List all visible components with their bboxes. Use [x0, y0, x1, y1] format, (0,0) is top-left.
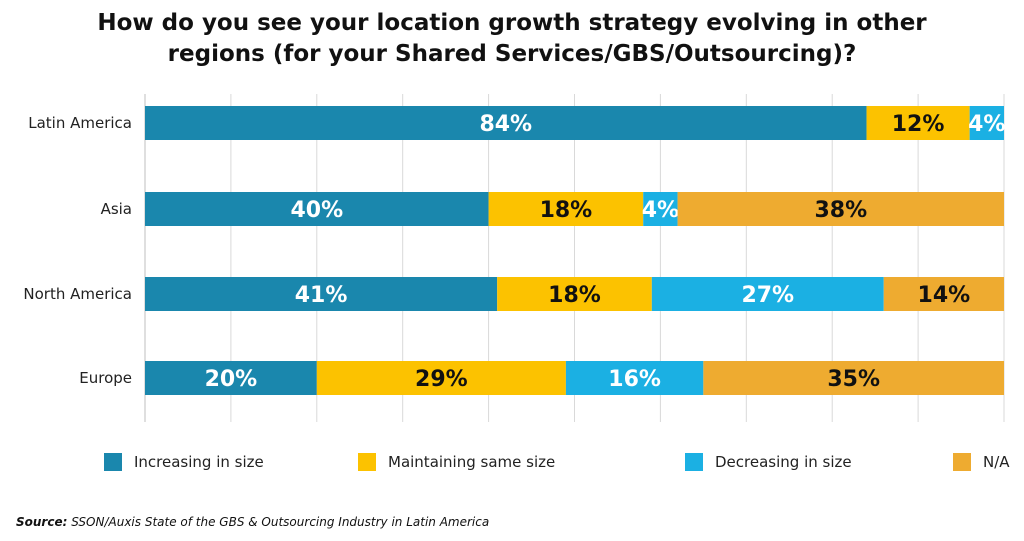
- bar-segment: [316, 361, 566, 395]
- bar-segment: [497, 277, 652, 311]
- chart-title-line-1: How do you see your location growth stra…: [97, 10, 927, 36]
- legend-item-increasing: Increasing in size: [104, 452, 264, 472]
- data-label: 12%: [892, 112, 945, 137]
- legend-label-decreasing: Decreasing in size: [715, 453, 852, 471]
- category-label: North America: [23, 285, 132, 303]
- legend-label-na: N/A: [983, 453, 1010, 471]
- bar-segment: [651, 277, 884, 311]
- data-label: 84%: [479, 112, 532, 137]
- category-label: Europe: [79, 369, 132, 387]
- legend-label-increasing: Increasing in size: [134, 453, 264, 471]
- legend-swatch-na: [953, 453, 971, 471]
- data-label: 40%: [290, 198, 343, 223]
- data-label: 38%: [814, 198, 867, 223]
- bar-segment: [488, 192, 644, 226]
- data-label: 16%: [608, 367, 661, 392]
- data-label: 14%: [918, 283, 971, 308]
- category-label: Latin America: [28, 114, 132, 132]
- bar-segment: [883, 277, 1004, 311]
- bar-segment: [866, 106, 970, 140]
- legend-item-decreasing: Decreasing in size: [685, 452, 852, 472]
- legend-swatch-increasing: [104, 453, 122, 471]
- stacked-bar-chart: Latin America 84% 12% 4% Asia 40% 18% 4% 38% Nort…: [23, 94, 1005, 422]
- bar-segment: [565, 361, 704, 395]
- data-label: 18%: [540, 198, 593, 223]
- data-label: 4%: [642, 198, 679, 223]
- legend-item-na: N/A: [953, 452, 1010, 472]
- bar-segment: [703, 361, 1004, 395]
- data-label: 27%: [741, 283, 794, 308]
- data-label: 18%: [548, 283, 601, 308]
- data-label: 20%: [205, 367, 258, 392]
- data-label: 29%: [415, 367, 468, 392]
- bar-segment: [643, 192, 678, 226]
- bar-segment: [145, 277, 498, 311]
- chart-title-line-2: regions (for your Shared Services/GBS/Ou…: [167, 41, 857, 67]
- legend-swatch-decreasing: [685, 453, 703, 471]
- legend-swatch-maintaining: [358, 453, 376, 471]
- source-text: SSON/Auxis State of the GBS & Outsourcin…: [71, 515, 490, 529]
- bar-segment: [969, 106, 1004, 140]
- source-prefix: Source:: [16, 515, 68, 529]
- data-label: 41%: [295, 283, 348, 308]
- data-label: 4%: [968, 112, 1005, 137]
- source-note: Source: SSON/Auxis State of the GBS & Ou…: [16, 515, 489, 529]
- bar-segment: [145, 361, 317, 395]
- bar-segment: [677, 192, 1004, 226]
- chart-title: How do you see your location growth stra…: [0, 8, 1024, 70]
- category-label: Asia: [101, 200, 132, 218]
- legend-label-maintaining: Maintaining same size: [388, 453, 556, 471]
- data-label: 35%: [827, 367, 880, 392]
- legend-item-maintaining: Maintaining same size: [358, 452, 555, 472]
- bar-segment: [145, 192, 489, 226]
- bar-segment: [145, 106, 867, 140]
